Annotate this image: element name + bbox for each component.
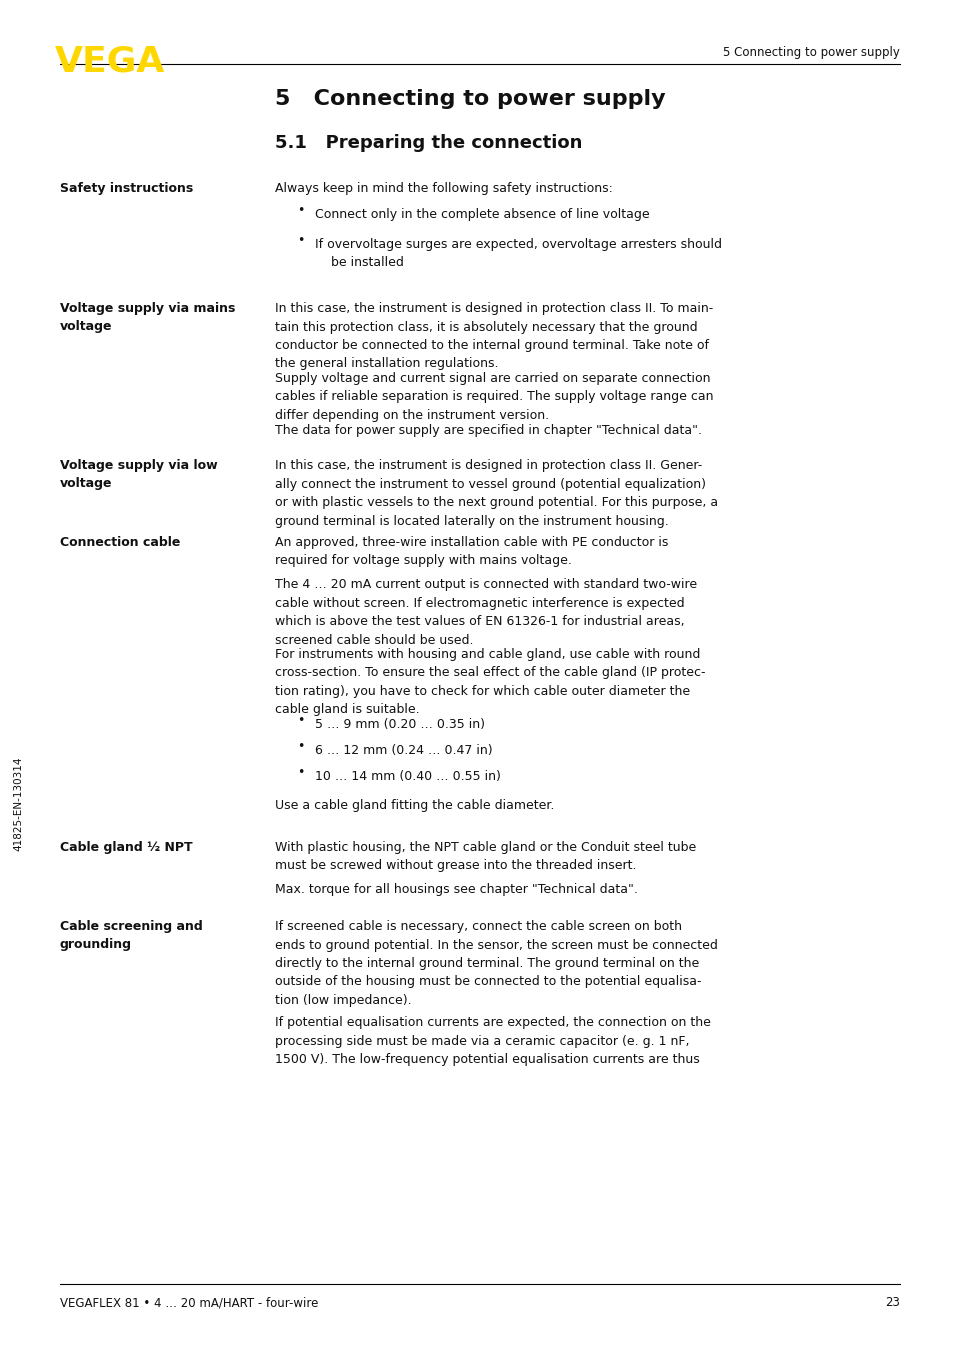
Text: •: • [296, 766, 304, 779]
Text: •: • [296, 741, 304, 753]
Text: Connect only in the complete absence of line voltage: Connect only in the complete absence of … [314, 209, 649, 221]
Text: 5   Connecting to power supply: 5 Connecting to power supply [274, 89, 665, 110]
Text: The data for power supply are specified in chapter "Technical data".: The data for power supply are specified … [274, 424, 701, 437]
Text: Max. torque for all housings see chapter "Technical data".: Max. torque for all housings see chapter… [274, 883, 638, 896]
Text: For instruments with housing and cable gland, use cable with round
cross-section: For instruments with housing and cable g… [274, 649, 705, 716]
Text: 10 … 14 mm (0.40 … 0.55 in): 10 … 14 mm (0.40 … 0.55 in) [314, 770, 500, 783]
Text: Cable gland ½ NPT: Cable gland ½ NPT [60, 841, 193, 854]
Text: 5 … 9 mm (0.20 … 0.35 in): 5 … 9 mm (0.20 … 0.35 in) [314, 718, 484, 731]
Text: 6 … 12 mm (0.24 … 0.47 in): 6 … 12 mm (0.24 … 0.47 in) [314, 743, 492, 757]
Text: Safety instructions: Safety instructions [60, 181, 193, 195]
Text: VEGAFLEX 81 • 4 … 20 mA/HART - four-wire: VEGAFLEX 81 • 4 … 20 mA/HART - four-wire [60, 1296, 318, 1309]
Text: Supply voltage and current signal are carried on separate connection
cables if r: Supply voltage and current signal are ca… [274, 372, 713, 422]
Text: If screened cable is necessary, connect the cable screen on both
ends to ground : If screened cable is necessary, connect … [274, 919, 717, 1007]
Text: 23: 23 [884, 1296, 899, 1309]
Text: •: • [296, 714, 304, 727]
Text: Always keep in mind the following safety instructions:: Always keep in mind the following safety… [274, 181, 612, 195]
Text: If potential equalisation currents are expected, the connection on the
processin: If potential equalisation currents are e… [274, 1016, 710, 1066]
Text: In this case, the instrument is designed in protection class II. To main-
tain t: In this case, the instrument is designed… [274, 302, 713, 371]
Text: The 4 … 20 mA current output is connected with standard two-wire
cable without s: The 4 … 20 mA current output is connecte… [274, 578, 697, 646]
Text: In this case, the instrument is designed in protection class II. Gener-
ally con: In this case, the instrument is designed… [274, 459, 718, 528]
Text: Connection cable: Connection cable [60, 536, 180, 548]
Text: 5.1   Preparing the connection: 5.1 Preparing the connection [274, 134, 581, 152]
Text: 41825-EN-130314: 41825-EN-130314 [13, 757, 23, 852]
Text: With plastic housing, the NPT cable gland or the Conduit steel tube
must be scre: With plastic housing, the NPT cable glan… [274, 841, 696, 872]
Text: An approved, three-wire installation cable with PE conductor is
required for vol: An approved, three-wire installation cab… [274, 536, 668, 567]
Text: Cable screening and
grounding: Cable screening and grounding [60, 919, 203, 951]
Text: Voltage supply via mains
voltage: Voltage supply via mains voltage [60, 302, 235, 333]
Text: 5 Connecting to power supply: 5 Connecting to power supply [722, 46, 899, 60]
Text: VEGA: VEGA [55, 43, 165, 79]
Text: If overvoltage surges are expected, overvoltage arresters should
    be installe: If overvoltage surges are expected, over… [314, 238, 721, 269]
Text: Voltage supply via low
voltage: Voltage supply via low voltage [60, 459, 217, 490]
Text: Use a cable gland fitting the cable diameter.: Use a cable gland fitting the cable diam… [274, 799, 554, 812]
Text: •: • [296, 234, 304, 246]
Text: •: • [296, 204, 304, 217]
